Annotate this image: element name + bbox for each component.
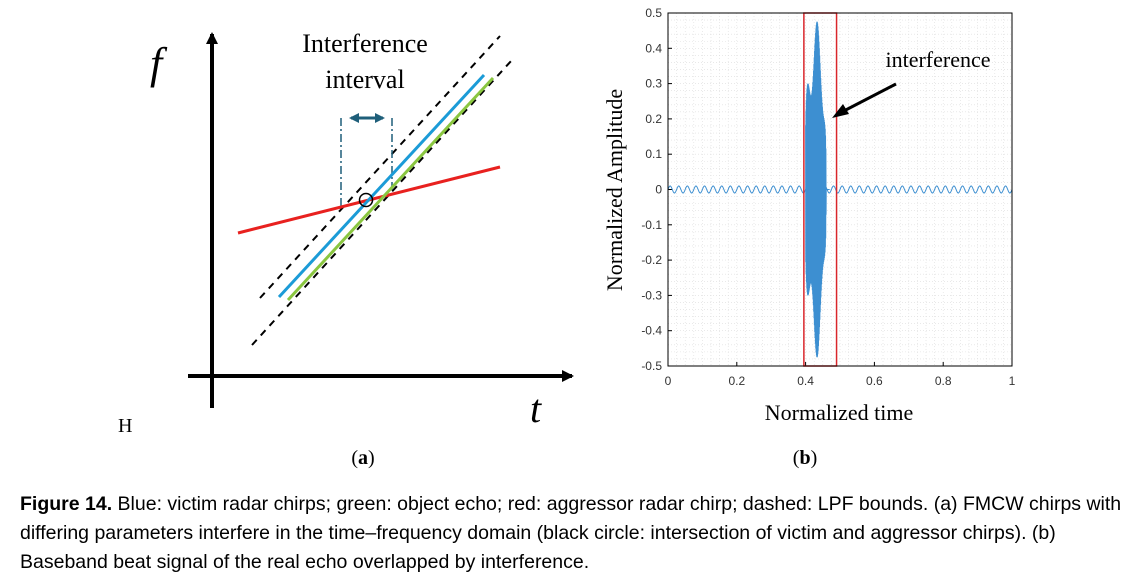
intersection-circle [358, 192, 374, 208]
y-tick-label: -0.2 [641, 253, 662, 267]
y-tick-label: 0.1 [645, 147, 662, 161]
baseline-signal [667, 185, 1013, 194]
x-tick-label: 0.6 [866, 374, 883, 388]
y-tick-label: 0 [655, 183, 662, 197]
figure-caption: Figure 14. Blue: victim radar chirps; gr… [20, 490, 1128, 577]
f-axis-label: f [150, 39, 168, 88]
panel-b-label: (b) [792, 447, 818, 469]
y-tick-label: 0.3 [645, 77, 662, 91]
y-tick-label: -0.5 [641, 359, 662, 373]
h-label: H [118, 415, 132, 437]
lpf-bound-lower [251, 59, 513, 346]
caption-text: Blue: victim radar chirps; green: object… [20, 493, 1122, 573]
panel-b: 0 0.2 0.4 0.6 0.8 1 0.5 0.4 0.3 0.2 0.1 0 -0.1 -0.2 -0… [560, 0, 1143, 480]
beat-signal-chart: 0 0.2 0.4 0.6 0.8 1 0.5 0.4 0.3 0.2 0.1 0 -0.1 -0.2 -0… [602, 6, 1016, 425]
y-tick-label: -0.1 [641, 218, 662, 232]
interval-label-line1: Interference [302, 29, 428, 58]
y-tick-label: 0.2 [645, 112, 662, 126]
y-tick-label: -0.4 [641, 324, 662, 338]
x-axis-label: Normalized time [765, 400, 913, 425]
y-tick-label: 0.5 [645, 6, 662, 20]
y-tick-label: 0.4 [645, 41, 662, 55]
y-tick-label: -0.3 [641, 288, 662, 302]
echo-chirp [286, 76, 495, 302]
x-tick-label: 1 [1009, 374, 1016, 388]
tf-diagram: f t H Interference interval [118, 29, 574, 437]
chart-ticks: 0 0.2 0.4 0.6 0.8 1 0.5 0.4 0.3 0.2 0.1 0 -0.1 -0.2 -0… [641, 6, 1015, 388]
panel-a: f t H Interference interval (a) [0, 0, 600, 480]
interference-signal [805, 21, 830, 358]
plot-frame [667, 12, 1013, 367]
panel-a-label: (a) [351, 447, 375, 469]
annotation-arrow [837, 82, 897, 116]
victim-chirp [277, 73, 486, 299]
interval-label-line2: interval [325, 65, 404, 94]
y-axis-label: Normalized Amplitude [602, 89, 627, 291]
x-tick-label: 0 [665, 374, 672, 388]
annotation-text: interference [885, 47, 990, 72]
x-tick-label: 0.2 [728, 374, 745, 388]
annotation-arrowhead [832, 104, 849, 118]
figure-number: Figure 14. [20, 493, 113, 515]
x-tick-label: 0.8 [935, 374, 952, 388]
t-axis-label: t [530, 386, 542, 431]
x-tick-label: 0.4 [797, 374, 814, 388]
